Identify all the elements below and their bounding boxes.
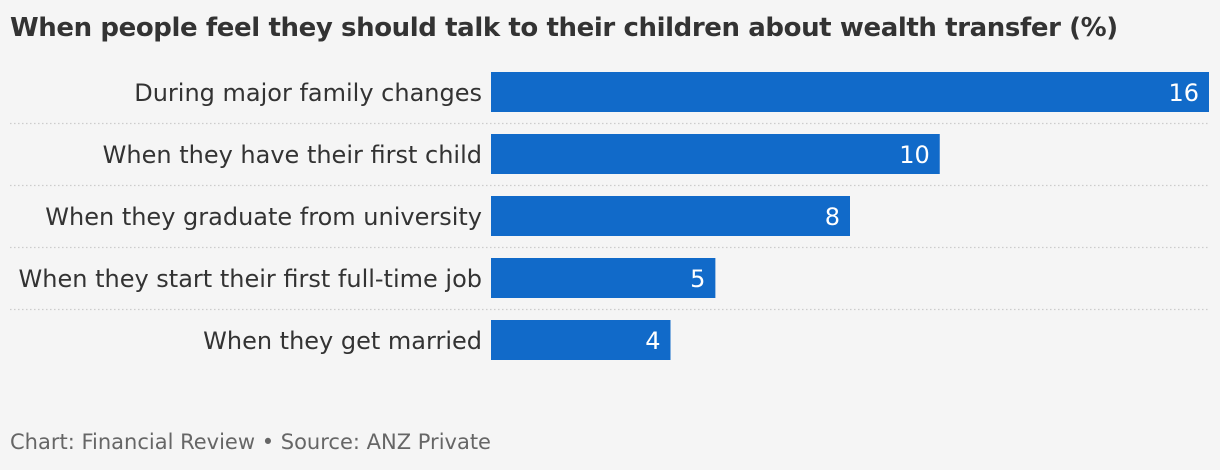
source-note: Chart: Financial Review • Source: ANZ Pr…: [10, 430, 491, 454]
category-label-3: When they graduate from university: [45, 203, 482, 231]
category-label-5: When they get married: [203, 327, 482, 355]
value-label-5: 4: [645, 327, 660, 355]
chart-title: When people feel they should talk to the…: [10, 13, 1118, 43]
bar-3: [491, 196, 850, 236]
category-label-2: When they have their first child: [103, 141, 482, 169]
category-label-1: During major family changes: [134, 79, 482, 107]
value-label-3: 8: [825, 203, 840, 231]
bar-2: [491, 134, 940, 174]
value-label-2: 10: [899, 141, 930, 169]
category-label-4: When they start their first full-time jo…: [19, 265, 482, 293]
bar-chart: 16 During major family changes 10 When they…: [10, 72, 1209, 360]
value-label-1: 16: [1168, 79, 1199, 107]
bar-5: [491, 320, 671, 360]
value-label-4: 5: [690, 265, 705, 293]
bar-4: [491, 258, 716, 298]
bar-1: [491, 72, 1209, 112]
